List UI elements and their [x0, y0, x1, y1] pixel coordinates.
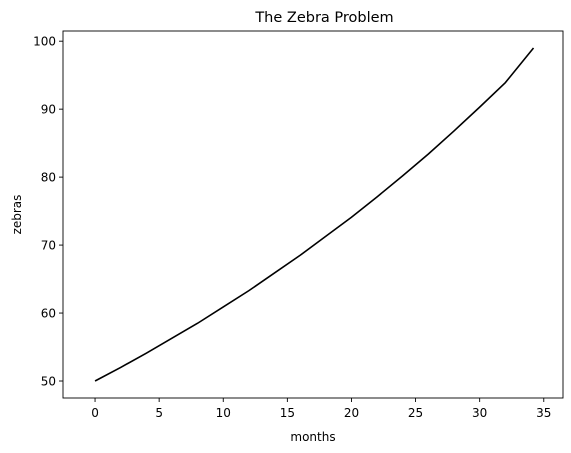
x-tick-label: 20 — [344, 406, 359, 420]
y-tick-label: 100 — [33, 34, 56, 48]
y-axis-label: zebras — [10, 195, 24, 235]
series-line — [94, 47, 535, 382]
x-axis: 0 5 10 15 20 25 30 35 — [91, 398, 551, 420]
x-tick-label: 35 — [536, 406, 551, 420]
y-tick-label: 70 — [41, 238, 56, 252]
y-axis: 50 60 70 80 90 100 — [33, 34, 63, 388]
y-tick-label: 50 — [41, 374, 56, 388]
x-tick-label: 0 — [91, 406, 99, 420]
y-tick-label: 60 — [41, 306, 56, 320]
x-tick-label: 15 — [280, 406, 295, 420]
plot-area — [94, 47, 535, 382]
y-tick-label: 90 — [41, 102, 56, 116]
chart-title: The Zebra Problem — [254, 10, 393, 26]
x-tick-label: 30 — [472, 406, 487, 420]
x-tick-label: 5 — [155, 406, 163, 420]
x-tick-label: 10 — [216, 406, 231, 420]
axes-frame — [62, 30, 564, 399]
y-tick-label: 80 — [41, 170, 56, 184]
x-axis-label: months — [290, 430, 335, 444]
x-tick-label: 25 — [408, 406, 423, 420]
